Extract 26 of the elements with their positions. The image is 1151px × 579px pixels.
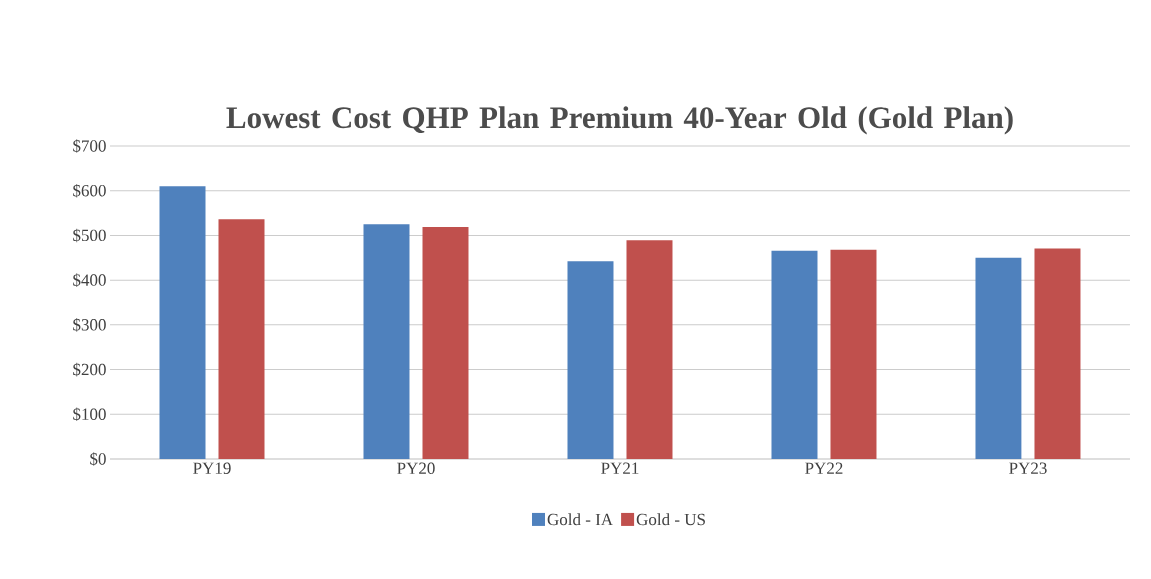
x-tick-label: PY21 — [601, 462, 639, 474]
bar — [422, 226, 469, 459]
y-tick-label: $300 — [73, 318, 106, 332]
x-tick-label: PY19 — [193, 462, 231, 474]
bar — [771, 250, 818, 459]
y-tick-label: $100 — [73, 407, 106, 422]
y-tick-label: $0 — [90, 452, 106, 466]
bar — [1034, 248, 1081, 459]
x-tick-label: PY22 — [805, 462, 843, 474]
y-tick-label: $600 — [73, 183, 106, 198]
y-tick-label: $700 — [73, 139, 106, 153]
bar — [218, 219, 265, 459]
bar — [975, 257, 1022, 459]
bar — [567, 261, 614, 459]
y-tick-label: $400 — [73, 273, 106, 287]
y-tick-label: $500 — [73, 228, 106, 243]
bar — [363, 224, 410, 459]
chart-title: Lowest Cost QHP Plan Premium 40-Year Old (Gold Plan) — [226, 106, 1013, 135]
legend-label: Gold - IA — [547, 513, 613, 526]
x-tick-label: PY23 — [1009, 462, 1047, 474]
y-tick-label: $200 — [73, 362, 106, 377]
bar — [159, 186, 206, 459]
bar — [626, 240, 673, 459]
legend-label: Gold - US — [636, 513, 705, 526]
bar — [830, 249, 877, 459]
x-tick-label: PY20 — [397, 462, 435, 475]
